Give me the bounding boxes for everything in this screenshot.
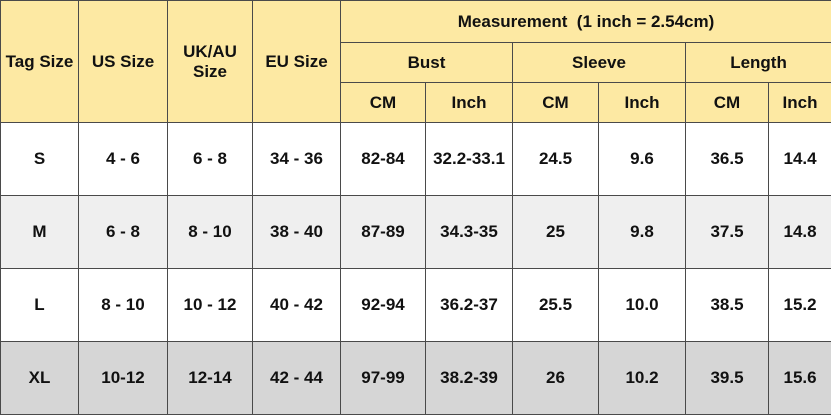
table-cell: 25.5	[512, 268, 599, 342]
table-cell: 10.0	[598, 268, 686, 342]
table-cell: 15.2	[767, 268, 831, 342]
table-cell: 14.8	[767, 195, 831, 269]
table-cell: 8 - 10	[78, 268, 168, 342]
table-cell: 15.6	[767, 341, 831, 415]
unit-header: Inch	[598, 82, 686, 123]
unit-header: CM	[685, 82, 769, 123]
table-cell: 39.5	[685, 341, 769, 415]
table-cell: 92-94	[340, 268, 426, 342]
table-cell: 36.5	[685, 122, 769, 196]
table-cell: 8 - 10	[167, 195, 253, 269]
column-header: Tag Size	[0, 0, 79, 123]
column-header: UK/AU Size	[167, 0, 253, 123]
table-cell: 9.8	[598, 195, 686, 269]
table-cell: 42 - 44	[252, 341, 341, 415]
column-header: EU Size	[252, 0, 341, 123]
table-cell: 10.2	[598, 341, 686, 415]
table-cell: 34.3-35	[425, 195, 513, 269]
group-header: Sleeve	[512, 42, 686, 83]
table-cell: 82-84	[340, 122, 426, 196]
table-cell: 12-14	[167, 341, 253, 415]
table-cell: 87-89	[340, 195, 426, 269]
table-cell: L	[0, 268, 79, 342]
table-cell: M	[0, 195, 79, 269]
header-row: Tag Size US Size UK/AU Size EU Size Meas…	[0, 0, 831, 123]
table-cell: 10-12	[78, 341, 168, 415]
table-cell: 36.2-37	[425, 268, 513, 342]
group-header: Bust	[340, 42, 513, 83]
unit-header: CM	[512, 82, 599, 123]
unit-header: Inch	[425, 82, 513, 123]
header-row: Bust Sleeve Length	[1, 42, 831, 83]
table-cell: 38 - 40	[252, 195, 341, 269]
table-cell: 38.2-39	[425, 341, 513, 415]
table-cell: 97-99	[340, 341, 426, 415]
unit-header: CM	[340, 82, 426, 123]
table-cell: 10 - 12	[167, 268, 253, 342]
table-cell: 4 - 6	[78, 122, 168, 196]
table-row: XL 10-12 12-14 42 - 44 97-99 38.2-39 26 10.2 39.…	[0, 341, 831, 415]
table-cell: 25	[512, 195, 599, 269]
table-cell: 9.6	[598, 122, 686, 196]
header-row: CM Inch CM Inch CM Inch	[1, 82, 831, 123]
table-cell: 26	[512, 341, 599, 415]
group-header: Length	[684, 42, 831, 83]
table-cell: 40 - 42	[252, 268, 341, 342]
table-cell: 32.2-33.1	[425, 122, 513, 196]
table-cell: 24.5	[512, 122, 599, 196]
table-cell: 6 - 8	[167, 122, 253, 196]
table-cell: 37.5	[685, 195, 769, 269]
table-cell: 6 - 8	[78, 195, 168, 269]
table-cell: 34 - 36	[252, 122, 341, 196]
table-cell: XL	[0, 341, 79, 415]
table-cell: 38.5	[685, 268, 769, 342]
unit-header: Inch	[767, 82, 831, 123]
table-cell: 14.4	[767, 122, 831, 196]
table-cell: S	[0, 122, 79, 196]
column-header: US Size	[78, 0, 168, 123]
table-title: Measurement (1 inch = 2.54cm)	[339, 0, 831, 43]
